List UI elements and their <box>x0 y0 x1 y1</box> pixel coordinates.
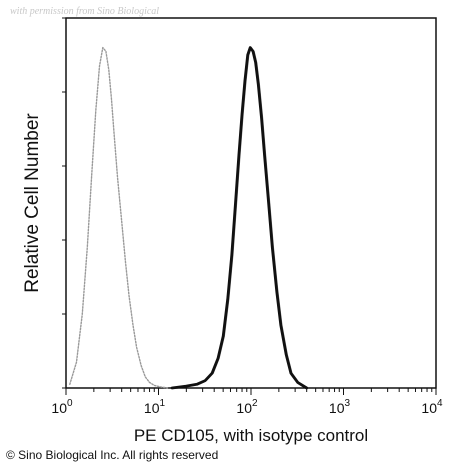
x-axis-ticks <box>65 388 437 395</box>
x-axis-tick-labels: 100 101 102 103 104 <box>51 398 443 416</box>
x-tick-exponent: 1 <box>160 398 166 409</box>
x-tick-base: 10 <box>144 400 160 416</box>
copyright-notice: © Sino Biological Inc. All rights reserv… <box>6 448 218 462</box>
x-tick-base: 10 <box>51 400 67 416</box>
x-tick-label: 100 <box>51 398 73 416</box>
cd105-stained-curve <box>170 46 309 390</box>
y-axis-title-group: Relative Cell Number <box>22 113 43 293</box>
x-tick-label: 104 <box>421 398 443 416</box>
x-tick-label: 102 <box>236 398 258 416</box>
x-tick-exponent: 2 <box>252 398 258 409</box>
y-axis-ticks <box>62 17 66 389</box>
histogram-series <box>69 46 309 390</box>
x-tick-label: 101 <box>144 398 166 416</box>
isotype-control-curve <box>69 46 169 389</box>
plot-frame <box>65 17 437 389</box>
x-tick-exponent: 3 <box>345 398 351 409</box>
y-axis-title: Relative Cell Number <box>22 113 43 293</box>
x-axis-title: PE CD105, with isotype control <box>134 426 368 445</box>
x-tick-exponent: 4 <box>437 398 443 409</box>
x-tick-label: 103 <box>329 398 351 416</box>
cd105-stained-curve-shadow <box>173 46 309 389</box>
watermark: with permission from Sino Biological <box>10 6 159 17</box>
x-tick-base: 10 <box>329 400 345 416</box>
x-tick-exponent: 0 <box>67 398 73 409</box>
x-tick-base: 10 <box>236 400 252 416</box>
x-tick-base: 10 <box>421 400 437 416</box>
